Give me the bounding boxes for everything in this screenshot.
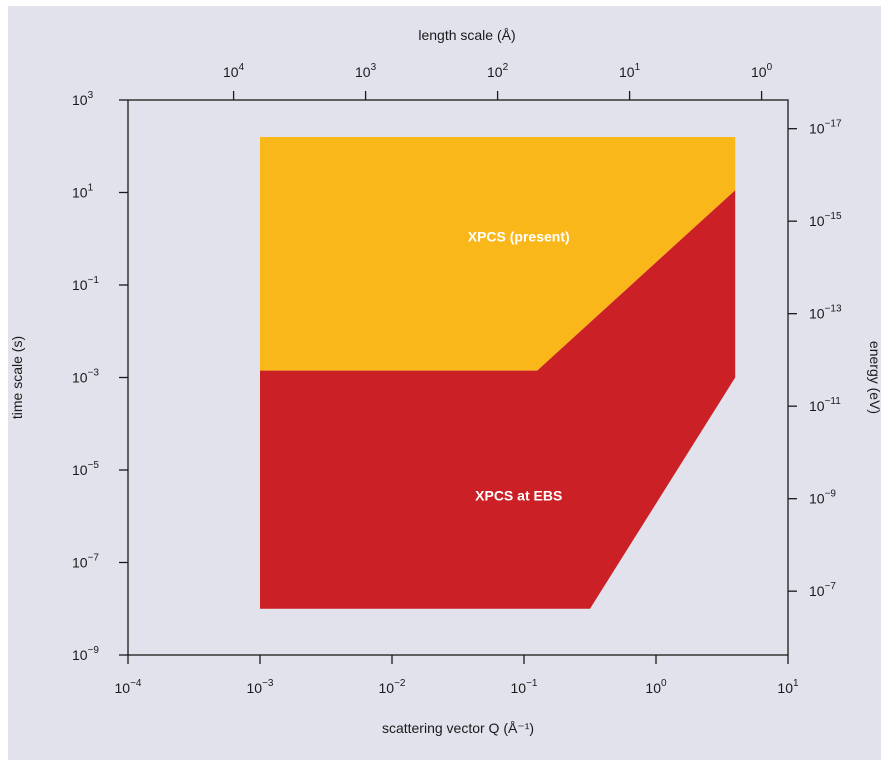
right-tick-label: 10−9 xyxy=(809,489,836,507)
y-tick-label: 10−1 xyxy=(72,275,99,293)
ticks-layer xyxy=(119,91,797,664)
y-tick-label: 10−7 xyxy=(72,553,99,571)
region-label-xpcs-ebs: XPCS at EBS xyxy=(475,487,562,503)
top-tick-label: 102 xyxy=(487,62,509,80)
x-tick-label: 10−4 xyxy=(115,678,142,696)
top-tick-label: 100 xyxy=(751,62,773,80)
y-tick-label: 10−5 xyxy=(72,460,99,478)
right-tick-label: 10−15 xyxy=(809,211,842,229)
x-tick-label: 101 xyxy=(777,678,799,696)
y-tick-label: 103 xyxy=(72,90,94,108)
top-tick-label: 101 xyxy=(619,62,641,80)
right-axis-title: energy (eV) xyxy=(867,341,883,414)
x-axis-title: scattering vector Q (Å⁻¹) xyxy=(382,720,534,736)
y-tick-label: 10−3 xyxy=(72,368,99,386)
region-label-xpcs-present: XPCS (present) xyxy=(468,228,570,244)
y-axis-title: time scale (s) xyxy=(9,336,25,419)
top-tick-label: 104 xyxy=(223,62,245,80)
regions-layer xyxy=(260,137,736,609)
right-tick-label: 10−17 xyxy=(809,119,842,137)
y-tick-label: 10−9 xyxy=(72,645,99,663)
x-tick-label: 10−1 xyxy=(511,678,538,696)
right-tick-label: 10−11 xyxy=(809,396,841,414)
right-tick-label: 10−13 xyxy=(809,304,842,322)
right-tick-label: 10−7 xyxy=(809,581,836,599)
region-xpcs-present xyxy=(260,137,736,371)
labels-layer: 10−4 10−3 10−2 10−1 100 101 10−9 10−7 10−5 10−3 10… xyxy=(72,62,842,696)
y-tick-label: 101 xyxy=(72,183,94,201)
top-axis-title: length scale (Å) xyxy=(418,27,515,43)
x-tick-label: 10−3 xyxy=(247,678,274,696)
region-xpcs-ebs xyxy=(260,190,736,609)
x-tick-label: 10−2 xyxy=(379,678,406,696)
top-tick-label: 103 xyxy=(355,62,377,80)
x-tick-label: 100 xyxy=(645,678,667,696)
